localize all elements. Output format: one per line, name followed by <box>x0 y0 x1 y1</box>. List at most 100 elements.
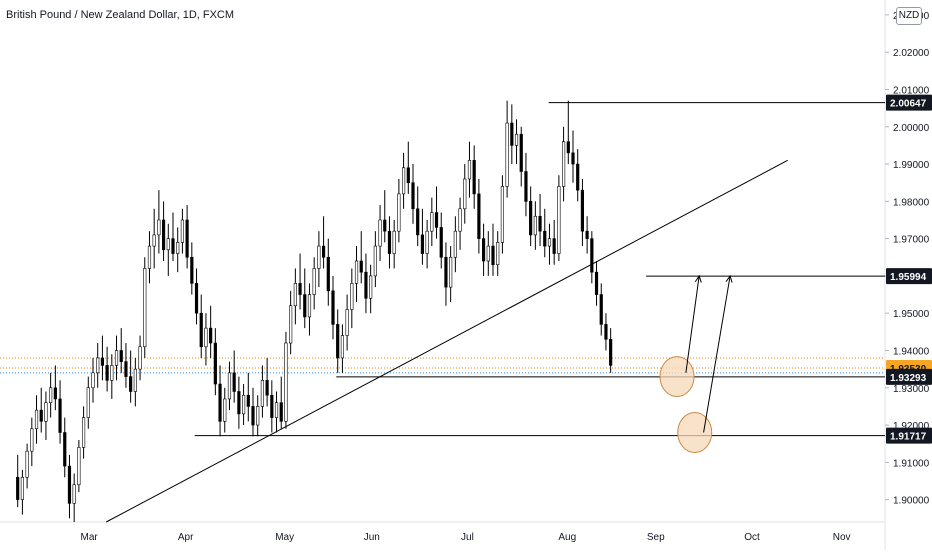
candle-body <box>505 122 509 187</box>
chart-title: British Pound / New Zealand Dollar, 1D, … <box>6 9 235 21</box>
candle-body <box>594 271 599 295</box>
x-tick-label: Oct <box>744 532 760 543</box>
candle-body <box>20 476 25 500</box>
candle-body <box>129 376 133 392</box>
candle-body <box>491 245 495 266</box>
candle-body <box>453 230 457 258</box>
candle-body <box>190 256 194 284</box>
price-label: 1.95994 <box>890 272 927 283</box>
candle-body <box>420 234 425 254</box>
candle-body <box>467 160 472 180</box>
candle-body <box>486 245 490 262</box>
price-label-box <box>886 368 932 385</box>
candle-body <box>514 133 519 146</box>
y-tick-label: 1.94000 <box>893 346 930 357</box>
candle-body <box>63 432 67 467</box>
candle-body <box>345 309 349 336</box>
candle-body <box>143 268 147 348</box>
y-tick-label: 1.98000 <box>893 197 930 208</box>
candle-body <box>321 245 326 258</box>
candle-body <box>524 171 528 202</box>
candle-body <box>166 238 170 251</box>
candle-body <box>284 342 288 422</box>
candle-body <box>444 256 448 288</box>
candle-body <box>392 230 396 254</box>
candle-body <box>463 178 467 210</box>
candle-body <box>604 324 608 340</box>
candle-body <box>114 350 119 366</box>
candle-body <box>161 219 166 251</box>
candle-body <box>86 387 90 418</box>
candle-body <box>472 160 476 195</box>
candle-body <box>477 193 481 239</box>
trendline <box>105 159 788 523</box>
price-label: 1.91717 <box>890 432 927 443</box>
candle-body <box>81 417 86 448</box>
candle-body <box>585 230 589 239</box>
candle-body <box>77 447 81 486</box>
x-tick-label: Sep <box>647 532 665 543</box>
candle-body <box>557 186 561 254</box>
candle-body <box>157 219 161 236</box>
y-tick-label: 1.93000 <box>893 384 930 395</box>
y-tick-label: 1.90000 <box>893 496 930 507</box>
candle-body <box>246 394 250 407</box>
candle-body <box>411 182 415 210</box>
candle-body <box>176 242 180 254</box>
candle-body <box>590 238 594 273</box>
candle-body <box>533 215 537 236</box>
candle-body <box>364 271 368 299</box>
y-tick-label: 1.99000 <box>893 160 930 171</box>
candle-body <box>312 268 316 295</box>
candle-body <box>204 327 208 348</box>
candle-body <box>34 409 39 430</box>
candle-body <box>256 406 260 426</box>
candle-body <box>519 133 523 172</box>
candle-body <box>458 208 462 232</box>
candle-body <box>67 465 72 504</box>
y-tick-label: 1.97000 <box>893 235 930 246</box>
candle-body <box>119 350 123 362</box>
candle-body <box>416 208 420 236</box>
candle-body <box>251 406 255 426</box>
candle-body <box>529 201 533 236</box>
y-tick-label: 1.92000 <box>893 421 930 432</box>
arrow-head <box>694 274 702 283</box>
candle-body <box>72 484 76 504</box>
candle-body <box>223 398 227 422</box>
candle-body <box>53 387 57 400</box>
candle-body <box>39 409 43 422</box>
candle-body <box>30 428 34 452</box>
y-tick-label: 1.91000 <box>893 458 930 469</box>
candle-body <box>449 256 453 288</box>
candle-body <box>133 368 137 392</box>
candle-body <box>307 294 312 318</box>
candle-body <box>566 141 570 154</box>
candle-body <box>232 372 236 392</box>
candle-body <box>397 193 401 232</box>
currency-badge[interactable]: NZD <box>896 7 922 25</box>
price-label: 2.00647 <box>890 99 927 110</box>
candle-body <box>209 327 213 344</box>
candle-body <box>406 167 410 184</box>
candle-body <box>185 219 189 258</box>
candle-body <box>373 245 377 277</box>
highlight-circle <box>659 356 695 398</box>
candle-body <box>218 383 222 422</box>
projection-arrow <box>685 275 700 373</box>
price-label-box <box>886 94 932 111</box>
y-tick-label: 2.02000 <box>893 48 930 59</box>
candle-body <box>105 365 109 381</box>
candle-body <box>378 219 382 247</box>
candle-body <box>293 283 297 307</box>
candle-body <box>401 167 406 195</box>
candle-body <box>213 342 217 385</box>
candle-body <box>430 212 434 232</box>
candle-body <box>110 365 114 381</box>
candle-body <box>510 122 514 146</box>
candle-body <box>543 230 547 247</box>
candle-body <box>270 394 274 418</box>
candle-body <box>279 402 283 422</box>
